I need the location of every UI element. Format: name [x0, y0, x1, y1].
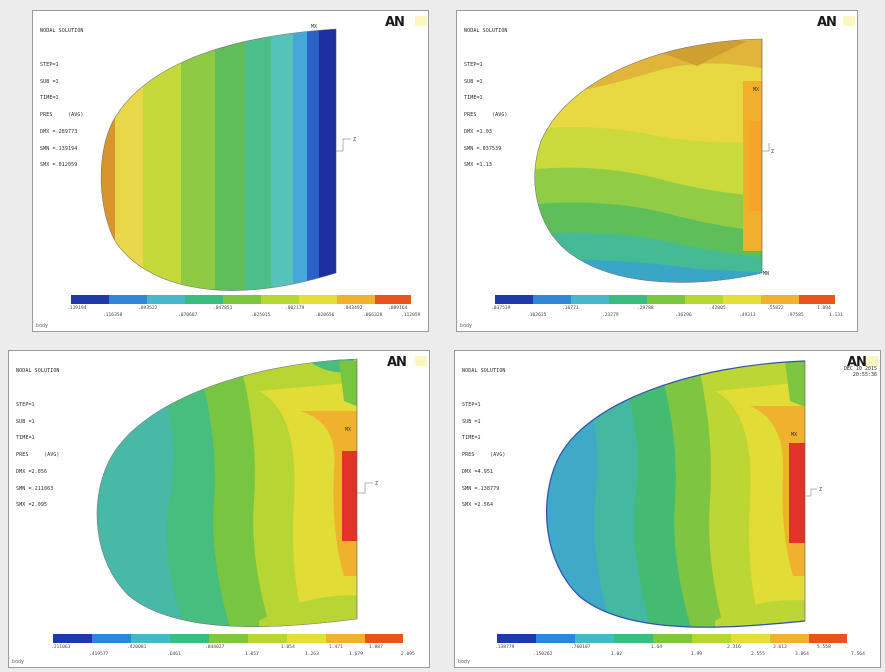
- band-4: [181, 29, 215, 291]
- legend-labels: .138779 .760107 1.64 2.316 3.612 5.558 .…: [495, 645, 865, 657]
- node-mark-mn: MN: [763, 271, 769, 277]
- legend-bar: [497, 634, 847, 643]
- info-block: NODAL SOLUTION STEP=1 SUB =1 TIME=1 PRES…: [462, 368, 506, 509]
- contour-plot: MX Z: [497, 360, 847, 643]
- band-6: [245, 29, 271, 291]
- band-5: [215, 29, 245, 291]
- node-mark-mx: MX: [311, 24, 317, 30]
- node-mark-mx: MX: [753, 87, 759, 93]
- axis-triad: [336, 138, 351, 152]
- node-mark-z: Z: [353, 137, 356, 143]
- node-mark-z: Z: [819, 487, 822, 493]
- contour-panel-1: NODAL SOLUTION STEP=1 SUB =1 TIME=1 PRES…: [32, 10, 429, 332]
- panel-title: NODAL SOLUTION: [16, 368, 60, 375]
- body-label: body: [36, 323, 49, 329]
- ansys-logo: AN: [817, 15, 837, 30]
- date-stamp: DEC 10 2015 20:55:36: [843, 366, 877, 378]
- logo-box: [866, 356, 878, 366]
- node-mark-mx: MX: [345, 427, 351, 433]
- ansys-logo: AN: [385, 15, 405, 30]
- info-block: NODAL SOLUTION STEP=1 SUB =1 TIME=1 PRES…: [16, 368, 60, 509]
- logo-box: [415, 16, 427, 26]
- contour-panel-3: NODAL SOLUTION STEP=1 SUB =1 TIME=1 PRES…: [8, 350, 430, 668]
- legend-labels: .139194 .093522 .047851 .002179 .043492 …: [67, 306, 421, 318]
- axis-triad: [762, 143, 770, 152]
- node-mark-z: Z: [771, 149, 774, 155]
- band-10: [319, 29, 336, 291]
- node-mark-mx: MX: [791, 432, 797, 438]
- panel-title: NODAL SOLUTION: [40, 28, 84, 35]
- contour-panel-2: NODAL SOLUTION STEP=1 SUB =1 TIME=1 PRES…: [456, 10, 858, 332]
- node-mark-z: Z: [375, 481, 378, 487]
- legend-bar: [495, 295, 835, 304]
- ansys-logo: AN: [387, 355, 407, 370]
- legend-bar: [53, 634, 403, 643]
- legend-labels: .211063 .420081 .844027 1.054 1.471 1.88…: [51, 645, 415, 657]
- legend-labels: .037539 .16771 .29788 .42805 .55822 1.09…: [491, 306, 843, 318]
- panel-title: NODAL SOLUTION: [464, 28, 508, 35]
- contour-plot: MX Z: [71, 24, 411, 304]
- body-label: body: [458, 659, 471, 665]
- body-label: body: [460, 323, 473, 329]
- info-block: NODAL SOLUTION STEP=1 SUB =1 TIME=1 PRES…: [464, 28, 508, 169]
- band-7: [271, 29, 293, 291]
- axis-triad: [805, 488, 817, 497]
- contour-panel-4: NODAL SOLUTION STEP=1 SUB =1 TIME=1 PRES…: [454, 350, 881, 668]
- panel-title: NODAL SOLUTION: [462, 368, 506, 375]
- contour-plot: MX Z: [53, 358, 403, 643]
- info-block: NODAL SOLUTION STEP=1 SUB =1 TIME=1 PRES…: [40, 28, 84, 169]
- legend-bar: [71, 295, 411, 304]
- body-label: body: [12, 659, 25, 665]
- band-8: [293, 29, 307, 291]
- contour-plot: MX Z MN: [495, 38, 835, 304]
- logo-box: [843, 16, 855, 26]
- axis-triad: [357, 482, 373, 494]
- band-9: [307, 29, 319, 291]
- ansys-logo: AN: [847, 355, 867, 370]
- logo-box: [415, 356, 427, 366]
